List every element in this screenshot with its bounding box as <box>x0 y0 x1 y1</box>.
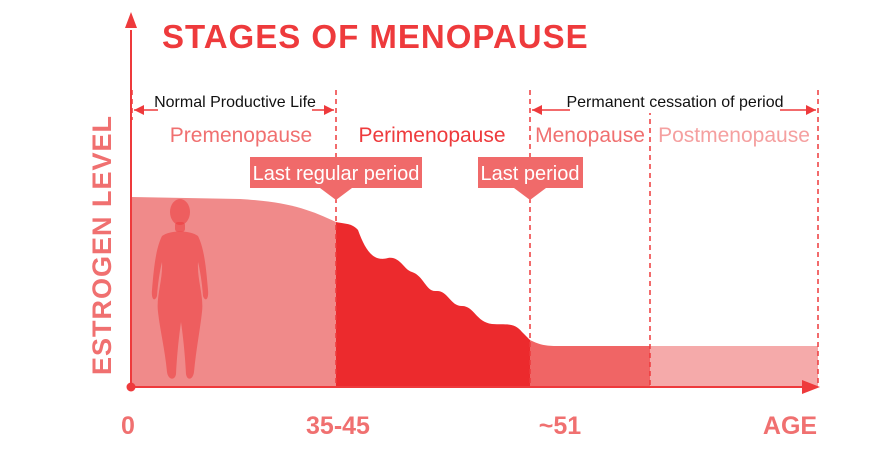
cessation-label: Permanent cessation of period <box>566 94 783 111</box>
y-axis-label: ESTROGEN LEVEL <box>87 115 117 375</box>
last-regular-period-callout <box>250 157 422 200</box>
last-period-callout <box>478 157 583 200</box>
origin-dot <box>126 382 136 392</box>
diagram-title: STAGES OF MENOPAUSE <box>162 18 589 55</box>
normal-life-label-bg <box>158 91 312 113</box>
woman-silhouette-icon <box>151 199 209 379</box>
cessation-arrow-left <box>532 105 542 115</box>
y-axis-arrow <box>125 12 137 28</box>
perimenopause-area <box>336 222 530 387</box>
normal-life-arrow-right <box>324 105 334 115</box>
x-axis-arrow <box>802 380 820 394</box>
x-tick-age: AGE <box>763 412 817 440</box>
stage-perimenopause-label: Perimenopause <box>358 124 505 147</box>
cessation-arrow-right <box>806 105 816 115</box>
x-tick-51: ~51 <box>539 412 582 440</box>
stage-menopause-label: Menopause <box>535 124 645 147</box>
last-regular-period-label: Last regular period <box>253 163 420 185</box>
postmenopause-area <box>650 346 818 387</box>
normal-life-arrow-left <box>134 105 144 115</box>
cessation-label-bg <box>570 91 780 113</box>
stage-premenopause-label: Premenopause <box>170 124 312 147</box>
stage-postmenopause-label: Postmenopause <box>658 124 810 147</box>
x-tick-0: 0 <box>121 412 135 440</box>
menopause-area <box>530 340 650 387</box>
x-tick-35-45: 35-45 <box>306 412 370 440</box>
normal-life-label: Normal Productive Life <box>154 94 316 111</box>
last-period-label: Last period <box>481 163 580 185</box>
